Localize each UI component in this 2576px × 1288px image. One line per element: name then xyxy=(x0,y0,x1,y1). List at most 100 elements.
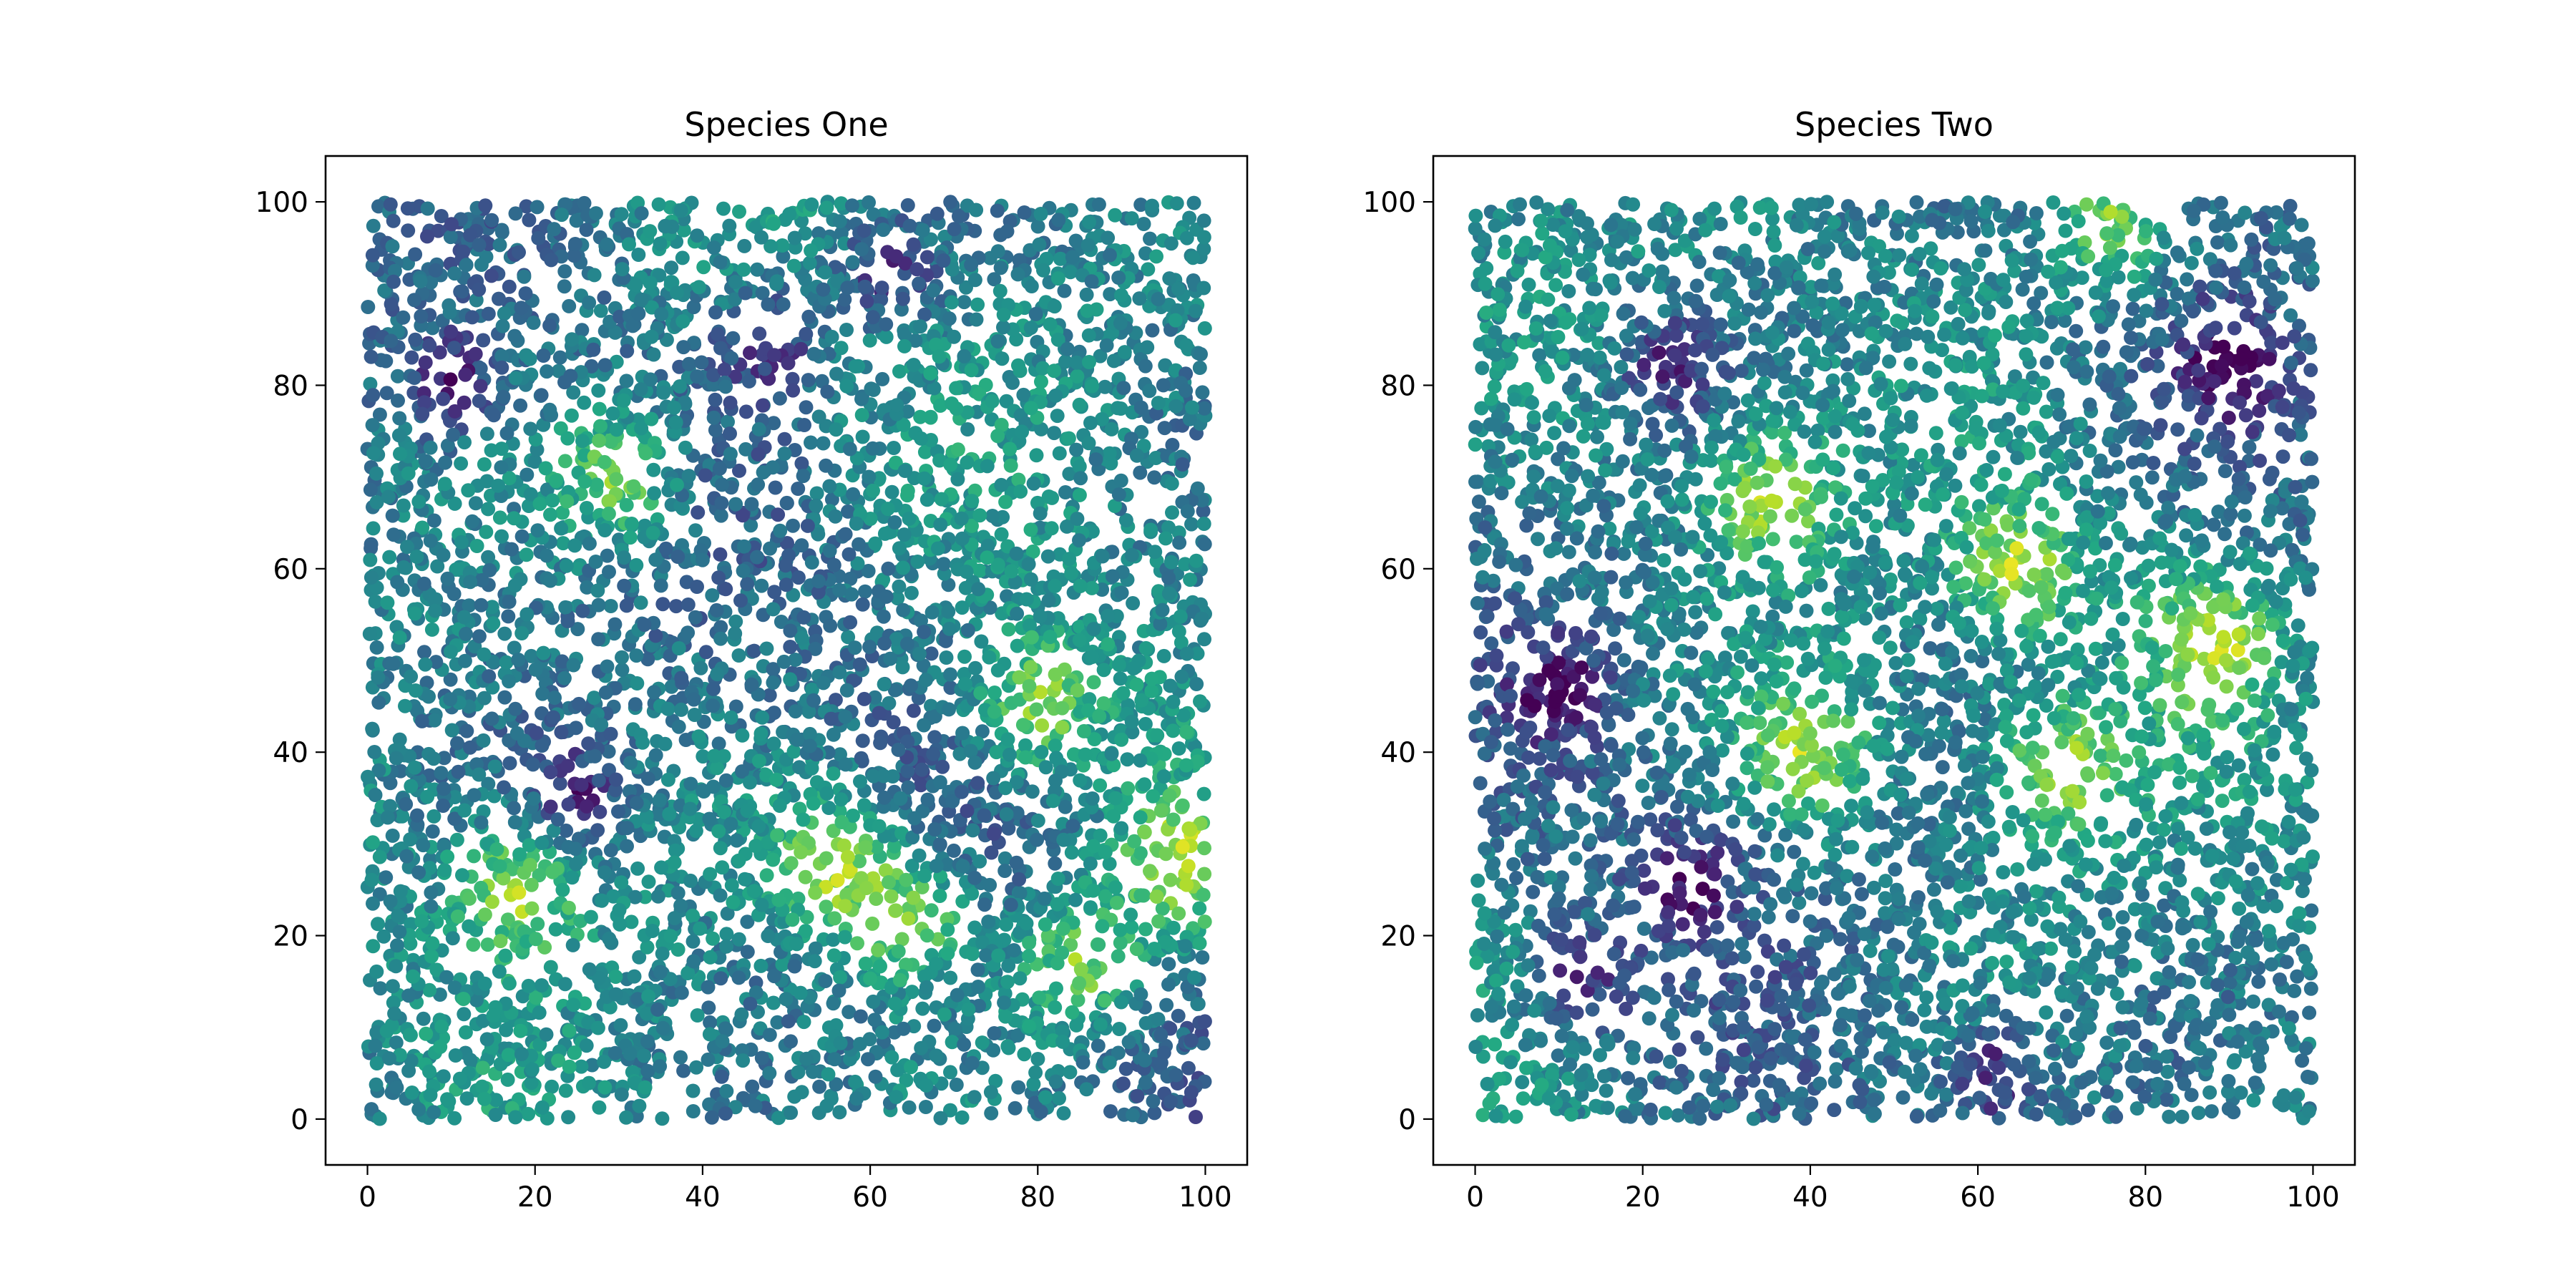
scatter-point xyxy=(1124,714,1139,729)
scatter-point xyxy=(980,538,995,553)
scatter-point xyxy=(609,422,624,437)
scatter-point xyxy=(365,248,380,263)
scatter-point xyxy=(595,893,610,908)
scatter-point xyxy=(477,976,492,991)
scatter-point xyxy=(774,615,789,629)
scatter-point xyxy=(557,454,572,469)
scatter-point xyxy=(1129,448,1144,463)
scatter-point xyxy=(754,1050,769,1065)
scatter-point xyxy=(424,472,439,487)
scatter-point xyxy=(608,325,623,340)
scatter-point xyxy=(933,1111,948,1126)
scatter-point xyxy=(895,660,910,675)
scatter-point xyxy=(753,958,769,973)
scatter-point xyxy=(785,371,800,386)
scatter-point xyxy=(748,839,763,854)
scatter-point xyxy=(1143,864,1157,879)
scatter-point xyxy=(1086,622,1101,637)
scatter-point xyxy=(582,296,597,310)
scatter-point xyxy=(402,1028,417,1043)
scatter-point xyxy=(1026,1077,1041,1092)
scatter-point xyxy=(540,1111,555,1126)
scatter-point xyxy=(899,1073,914,1088)
scatter-point xyxy=(894,302,909,317)
scatter-point xyxy=(557,279,572,294)
scatter-point xyxy=(502,976,517,991)
scatter-point xyxy=(744,497,759,512)
scatter-point xyxy=(1108,208,1123,223)
scatter-point xyxy=(497,306,512,321)
scatter-point xyxy=(752,326,767,341)
scatter-point xyxy=(750,550,764,565)
scatter-point xyxy=(404,779,419,794)
scatter-point xyxy=(706,410,721,425)
scatter-point xyxy=(958,580,973,595)
scatter-point xyxy=(689,1060,704,1075)
scatter-point xyxy=(949,381,964,396)
scatter-point xyxy=(724,878,739,893)
scatter-point xyxy=(800,518,815,533)
scatter-point xyxy=(1001,622,1016,637)
scatter-point xyxy=(894,826,909,841)
scatter-point xyxy=(566,997,581,1013)
scatter-point xyxy=(426,809,441,824)
scatter-point xyxy=(930,206,945,221)
scatter-point xyxy=(965,494,980,509)
scatter-point xyxy=(508,206,523,221)
scatter-point xyxy=(574,1059,589,1074)
scatter-point xyxy=(897,338,912,353)
scatter-point xyxy=(494,460,509,475)
scatter-point xyxy=(986,826,1001,841)
scatter-point xyxy=(954,511,969,526)
scatter-point xyxy=(766,736,781,751)
scatter-point xyxy=(838,899,853,914)
scatter-point xyxy=(794,341,809,356)
scatter-point xyxy=(484,711,499,726)
scatter-point xyxy=(866,769,881,784)
scatter-point xyxy=(525,1062,540,1077)
scatter-point xyxy=(943,457,958,472)
scatter-point xyxy=(630,861,645,876)
scatter-point xyxy=(971,582,986,597)
scatter-point xyxy=(799,326,814,341)
scatter-point xyxy=(629,557,644,572)
scatter-point xyxy=(1118,513,1133,527)
scatter-point xyxy=(914,1040,929,1055)
scatter-point xyxy=(932,889,947,903)
scatter-point xyxy=(447,266,462,281)
scatter-point xyxy=(1106,809,1121,824)
scatter-point xyxy=(690,369,705,384)
scatter-point xyxy=(658,541,673,556)
scatter-point xyxy=(827,1052,842,1067)
scatter-point xyxy=(1192,936,1207,951)
scatter-point xyxy=(947,222,962,237)
scatter-point xyxy=(886,715,901,730)
scatter-point xyxy=(489,842,504,857)
scatter-point xyxy=(434,766,449,781)
scatter-point xyxy=(1072,633,1087,648)
scatter-point xyxy=(913,409,928,424)
scatter-point xyxy=(678,395,693,410)
scatter-point xyxy=(1133,888,1148,903)
scatter-point xyxy=(1064,566,1079,580)
scatter-point xyxy=(411,1102,426,1117)
scatter-point xyxy=(530,523,545,538)
scatter-point xyxy=(1033,609,1048,624)
scatter-point xyxy=(536,348,551,363)
scatter-point xyxy=(400,540,414,555)
scatter-point xyxy=(416,576,431,591)
scatter-point xyxy=(837,292,852,307)
scatter-point xyxy=(369,466,384,481)
scatter-point xyxy=(722,218,737,233)
scatter-point xyxy=(673,379,688,394)
scatter-point xyxy=(762,688,777,703)
scatter-point xyxy=(723,816,738,831)
scatter-point xyxy=(794,456,809,471)
scatter-point xyxy=(488,1108,503,1122)
scatter-point xyxy=(801,373,816,388)
scatter-point xyxy=(861,564,876,578)
scatter-point xyxy=(1116,1076,1131,1091)
scatter-point xyxy=(713,888,728,903)
scatter-point xyxy=(1035,361,1050,376)
chart-title: Species One xyxy=(684,105,888,144)
